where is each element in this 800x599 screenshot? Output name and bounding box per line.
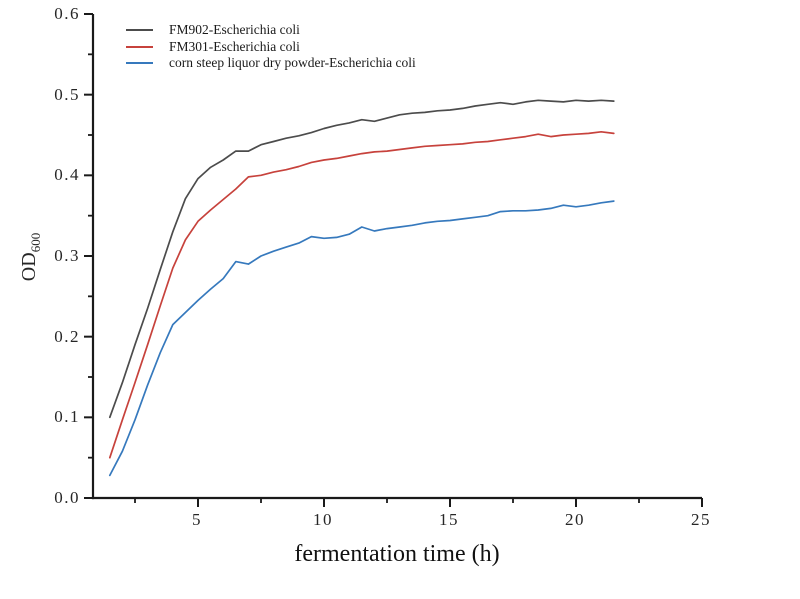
y-tick-label: 0.5 [54,85,80,104]
legend-item: FM902-Escherichia coli [126,22,416,39]
x-tick-label: 10 [313,510,333,529]
series-line-fm301 [108,130,615,459]
y-tick-label: 0.6 [54,4,80,23]
y-tick-label: 0.1 [54,407,80,426]
legend-label: FM902-Escherichia coli [169,22,300,38]
legend-item: corn steep liquor dry powder-Escherichia… [126,55,416,72]
x-tick-label: 25 [691,510,711,529]
legend-label: corn steep liquor dry powder-Escherichia… [169,55,416,71]
y-tick-label: 0.3 [54,246,80,265]
y-tick-label: 0.2 [54,327,80,346]
y-axis-title-text: OD [18,252,40,282]
legend-swatch-fm902 [126,29,153,32]
y-tick-label: 0.4 [54,165,80,184]
series-line-corn-steep [108,200,615,477]
legend-item: FM301-Escherichia coli [126,39,416,56]
x-tick-label: 5 [192,510,202,529]
legend-swatch-fm301 [126,45,153,48]
y-tick-label: 0.0 [54,488,80,507]
y-axis-title: OD600 [18,233,44,281]
series-line-fm902 [108,99,615,419]
legend-swatch-corn-steep [126,62,153,65]
x-axis-title: fermentation time (h) [294,541,500,567]
legend-label: FM301-Escherichia coli [169,38,300,54]
x-tick-label: 20 [565,510,585,529]
x-tick-label: 15 [439,510,459,529]
y-axis-title-subscript: 600 [28,232,43,253]
legend: FM902-Escherichia coli FM301-Escherichia… [126,22,416,72]
